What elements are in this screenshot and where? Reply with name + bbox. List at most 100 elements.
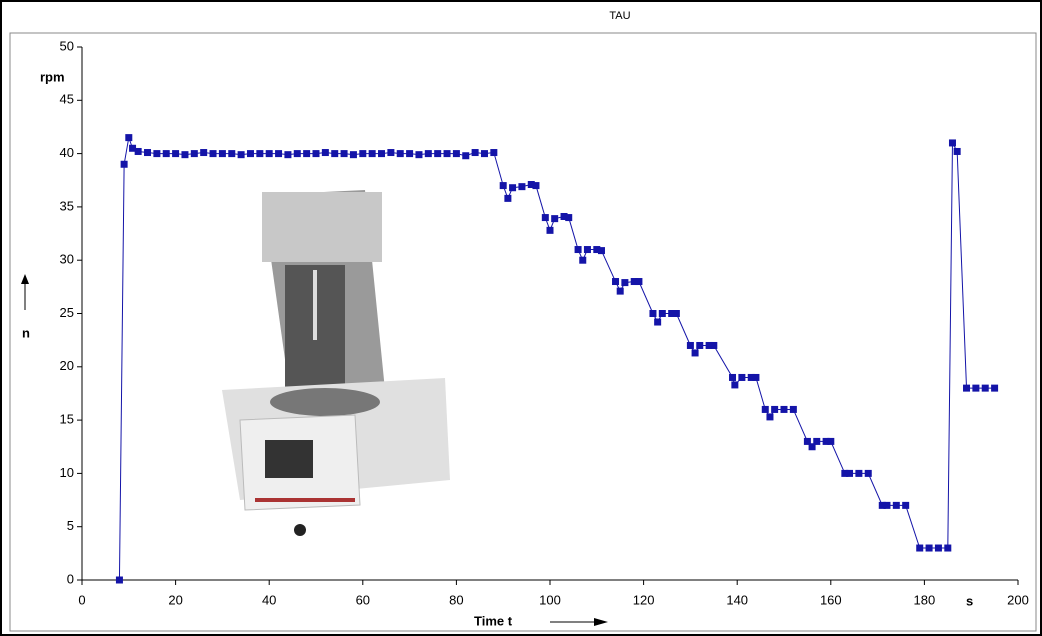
data-point (551, 215, 559, 223)
data-point (635, 278, 643, 286)
data-point (808, 443, 816, 451)
data-point (789, 405, 797, 413)
data-point (293, 150, 301, 158)
data-point (129, 144, 137, 152)
data-point (434, 150, 442, 158)
data-point (246, 150, 254, 158)
data-point (710, 341, 718, 349)
y-label: n (22, 325, 30, 340)
data-point (672, 310, 680, 317)
data-point (518, 183, 526, 191)
data-point (864, 469, 872, 477)
data-point (527, 181, 535, 189)
data-point (948, 139, 956, 147)
y-tick-label: 5 (67, 518, 74, 533)
data-point (387, 149, 395, 157)
data-point (115, 576, 123, 584)
data-point (209, 150, 217, 158)
data-point (265, 150, 273, 158)
data-point (925, 544, 933, 552)
data-point (574, 246, 582, 254)
data-point (490, 149, 498, 157)
data-point (705, 341, 713, 349)
data-point (731, 381, 739, 389)
y-tick-label: 35 (60, 198, 74, 213)
data-point (396, 150, 404, 158)
x-tick-label: 100 (539, 592, 561, 607)
data-point (934, 544, 942, 552)
data-point (237, 151, 245, 159)
data-point (144, 149, 152, 157)
data-point (855, 469, 863, 477)
data-point (125, 134, 133, 142)
data-point (953, 147, 961, 155)
data-point (616, 287, 624, 295)
data-point (892, 501, 900, 509)
data-point (803, 437, 811, 445)
x-tick-label: 200 (1007, 592, 1029, 607)
data-point (780, 405, 788, 413)
data-point (499, 182, 507, 190)
y-tick-label: 25 (60, 305, 74, 320)
y-tick-label: 40 (60, 145, 74, 160)
data-point (228, 150, 236, 158)
y-tick-label: 30 (60, 252, 74, 267)
y-tick-label: 10 (60, 465, 74, 480)
data-point (378, 150, 386, 158)
device-illustration (222, 190, 450, 536)
data-point (359, 150, 367, 158)
x-unit: s (966, 593, 973, 608)
data-point (654, 318, 662, 326)
data-point (153, 150, 161, 158)
data-point (972, 384, 980, 392)
data-point (443, 150, 451, 158)
data-point (452, 150, 460, 158)
data-point (593, 246, 601, 254)
data-point (686, 341, 694, 349)
data-point (766, 413, 774, 421)
data-point (256, 150, 264, 158)
data-point (813, 437, 821, 445)
data-point (172, 150, 180, 158)
data-point (668, 310, 676, 317)
data-point (134, 147, 142, 155)
data-point (275, 150, 283, 158)
data-point (729, 373, 737, 381)
x-tick-label: 20 (168, 592, 182, 607)
data-point (349, 151, 357, 159)
data-point (579, 256, 587, 264)
data-point (649, 310, 657, 317)
data-point (546, 226, 554, 234)
data-point (822, 437, 830, 445)
data-point (981, 384, 989, 392)
x-tick-label: 140 (726, 592, 748, 607)
y-unit: rpm (40, 69, 65, 84)
data-point (340, 150, 348, 158)
data-point (480, 150, 488, 158)
data-point (462, 152, 470, 160)
data-point (284, 151, 292, 159)
data-point (120, 160, 128, 168)
y-tick-label: 45 (60, 92, 74, 107)
data-point (630, 278, 638, 286)
x-tick-label: 60 (356, 592, 370, 607)
x-tick-label: 80 (449, 592, 463, 607)
data-point (738, 373, 746, 381)
data-point (541, 214, 549, 222)
y-tick-label: 20 (60, 358, 74, 373)
data-point (963, 384, 971, 392)
data-point (321, 149, 329, 157)
y-tick-label: 15 (60, 412, 74, 427)
data-point (331, 150, 339, 158)
data-point (200, 149, 208, 157)
data-point (991, 384, 999, 392)
data-point (181, 151, 189, 159)
chart-title: TAU (609, 10, 630, 22)
data-point (612, 278, 620, 286)
data-point (162, 150, 170, 158)
data-point (771, 405, 779, 413)
x-label: Time t (474, 613, 513, 628)
data-point (565, 214, 573, 222)
data-point (312, 150, 320, 158)
